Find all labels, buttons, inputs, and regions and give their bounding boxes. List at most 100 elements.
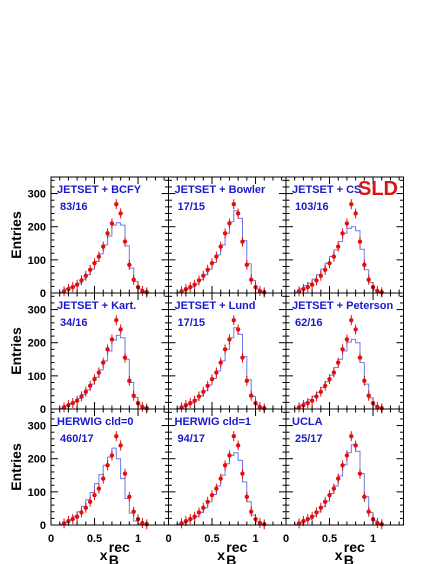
data-point xyxy=(127,494,132,500)
y-tick-label: 100 xyxy=(28,487,46,499)
x-axis-title-sup: rec xyxy=(226,539,247,555)
panel-chi2-label: 17/15 xyxy=(178,317,206,329)
data-point xyxy=(222,463,228,468)
panel-model-label: JETSET + Lund xyxy=(175,300,256,312)
data-point xyxy=(318,273,324,278)
data-point xyxy=(105,231,110,236)
data-point xyxy=(301,518,306,524)
data-point xyxy=(92,260,97,266)
x-tick-label: 1 xyxy=(135,533,141,545)
data-point xyxy=(201,389,206,394)
data-point xyxy=(314,394,319,399)
data-point xyxy=(183,518,189,524)
data-point xyxy=(227,337,232,342)
mc-histogram xyxy=(168,327,286,410)
data-point xyxy=(331,370,337,375)
data-point xyxy=(218,360,223,365)
data-point xyxy=(179,405,184,410)
data-point xyxy=(305,516,310,522)
data-point xyxy=(196,510,202,515)
x-tick-label: 0.5 xyxy=(204,533,219,545)
data-point xyxy=(87,383,93,388)
data-point xyxy=(362,262,367,268)
data-point xyxy=(231,317,236,323)
panel-model-label: JETSET + BCFY xyxy=(57,184,142,196)
data-point xyxy=(105,463,110,468)
y-tick-label: 300 xyxy=(28,189,46,201)
y-tick-label: 300 xyxy=(28,421,46,433)
data-point xyxy=(79,394,84,399)
data-point xyxy=(349,317,354,323)
x-tick-label: 1 xyxy=(370,533,376,545)
data-point xyxy=(192,398,197,403)
data-point xyxy=(70,516,75,522)
x-tick-label: 0.5 xyxy=(87,533,102,545)
mc-histogram xyxy=(51,334,169,410)
y-tick-label: 0 xyxy=(40,520,46,532)
data-point xyxy=(362,378,367,384)
data-point xyxy=(344,337,350,342)
data-point xyxy=(214,486,219,491)
data-point xyxy=(87,267,93,272)
x-axis-title-sub: B xyxy=(344,552,354,564)
data-point xyxy=(322,267,328,272)
data-point xyxy=(96,486,102,491)
x-axis-title-sup: rec xyxy=(109,539,130,555)
data-point xyxy=(244,378,250,384)
data-point xyxy=(244,494,250,500)
mc-histogram xyxy=(51,447,169,526)
data-point xyxy=(101,244,106,249)
data-point xyxy=(127,262,132,268)
data-point xyxy=(218,476,223,481)
data-point xyxy=(140,288,145,294)
data-point xyxy=(122,471,128,476)
panel-grid: JETSET + BCFY83/160100200300EntriesJETSE… xyxy=(8,176,404,564)
panel-5: JETSET + Lund 17/15 xyxy=(168,292,287,414)
data-point xyxy=(344,221,350,226)
data-point xyxy=(235,211,241,216)
data-point xyxy=(327,492,332,498)
data-point xyxy=(83,505,89,510)
data-point xyxy=(257,288,263,294)
data-point xyxy=(101,476,106,481)
data-point xyxy=(257,520,263,526)
y-tick-label: 200 xyxy=(28,454,46,466)
panel-chi2-label: 62/16 xyxy=(295,317,323,329)
data-point xyxy=(248,509,254,514)
x-tick-label: 0 xyxy=(283,533,289,545)
y-tick-label: 200 xyxy=(28,338,46,350)
data-point xyxy=(331,254,337,259)
data-point xyxy=(192,514,197,519)
data-point xyxy=(309,398,315,403)
y-tick-label: 200 xyxy=(28,222,46,234)
data-point xyxy=(327,260,332,266)
x-axis-title-sub: B xyxy=(109,552,119,564)
data-point xyxy=(131,393,136,398)
data-point xyxy=(61,289,67,294)
panel-chi2-label: 83/16 xyxy=(60,201,88,213)
data-point xyxy=(309,282,315,287)
data-point xyxy=(205,383,210,388)
data-point xyxy=(244,262,250,268)
sld-logo: SLD xyxy=(358,178,398,200)
data-point xyxy=(301,286,306,292)
panel-3: JETSET + CS 103/16 xyxy=(285,176,404,298)
data-point xyxy=(336,476,341,481)
data-point xyxy=(183,402,189,408)
mc-histogram xyxy=(286,338,404,410)
mc-histogram xyxy=(168,452,286,526)
data-point xyxy=(188,284,193,290)
x-axis-title-main: x xyxy=(100,547,108,563)
data-point xyxy=(296,289,302,294)
data-point xyxy=(366,393,371,398)
data-point xyxy=(114,433,119,439)
data-point xyxy=(257,404,263,410)
data-point xyxy=(114,201,119,207)
data-point xyxy=(183,286,189,292)
panel-4: JETSET + Kart. 34/16 0 100 200 300 Entries xyxy=(8,292,169,416)
data-point xyxy=(248,393,254,398)
data-point xyxy=(66,286,71,292)
